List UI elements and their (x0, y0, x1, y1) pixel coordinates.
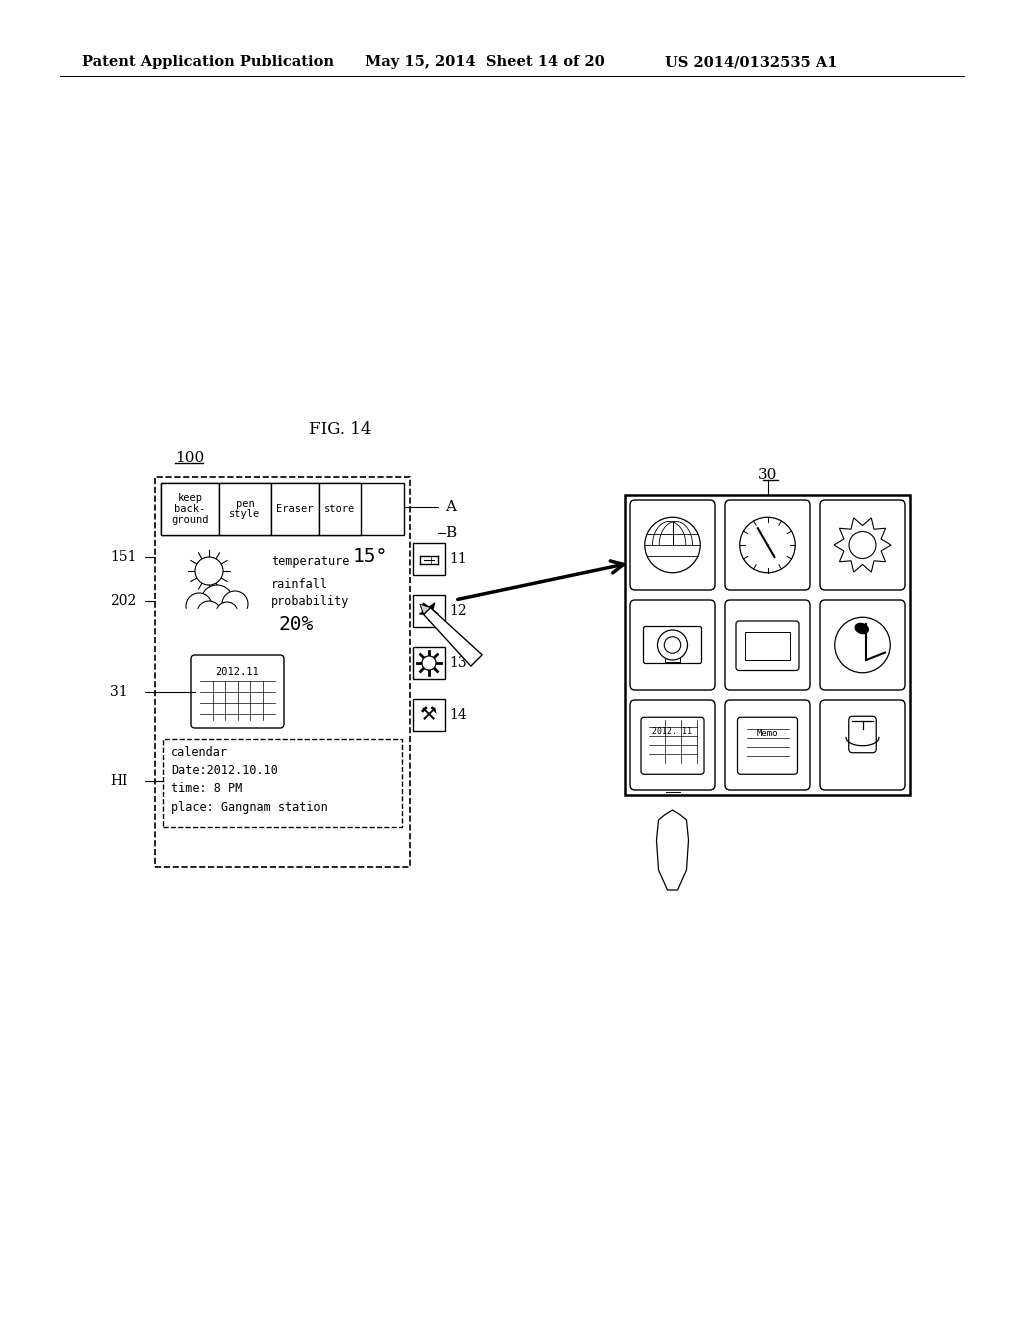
FancyBboxPatch shape (630, 700, 715, 789)
Ellipse shape (855, 623, 868, 634)
Text: 100: 100 (175, 451, 204, 465)
Text: US 2014/0132535 A1: US 2014/0132535 A1 (665, 55, 838, 69)
Bar (625, 495, 910, 795)
Text: Date:2012.10.10: Date:2012.10.10 (171, 764, 278, 777)
Circle shape (657, 630, 687, 660)
Text: 20%: 20% (279, 615, 314, 634)
Text: A: A (445, 500, 456, 513)
Text: Patent Application Publication: Patent Application Publication (82, 55, 334, 69)
Text: FIG. 14: FIG. 14 (309, 421, 372, 438)
Text: Memo: Memo (757, 729, 778, 738)
Text: 15°: 15° (353, 548, 388, 566)
FancyBboxPatch shape (849, 717, 877, 752)
Circle shape (422, 656, 436, 671)
Circle shape (739, 517, 796, 573)
Circle shape (849, 532, 876, 558)
FancyBboxPatch shape (820, 601, 905, 690)
Text: B: B (445, 525, 456, 540)
Circle shape (222, 591, 248, 616)
Polygon shape (656, 810, 688, 890)
Text: 11: 11 (449, 552, 467, 566)
Text: rainfall: rainfall (271, 578, 328, 590)
FancyBboxPatch shape (736, 620, 799, 671)
Bar (219, 483, 271, 535)
Text: temperature: temperature (271, 554, 349, 568)
Text: 2012. 11: 2012. 11 (652, 727, 692, 737)
Polygon shape (420, 605, 430, 614)
Text: keep
back-
ground: keep back- ground (171, 494, 209, 525)
Bar (163, 739, 402, 828)
FancyBboxPatch shape (820, 500, 905, 590)
FancyBboxPatch shape (725, 700, 810, 789)
Circle shape (197, 601, 221, 624)
Bar (665, 656, 680, 661)
Text: pen
style: pen style (229, 499, 261, 519)
Text: 12: 12 (449, 605, 467, 618)
Text: 202: 202 (110, 594, 136, 609)
Text: Eraser: Eraser (276, 504, 313, 513)
Polygon shape (834, 517, 891, 572)
FancyBboxPatch shape (641, 717, 705, 775)
Text: 13: 13 (449, 656, 467, 671)
Text: 30: 30 (758, 469, 777, 482)
Text: 31: 31 (664, 833, 681, 847)
Polygon shape (424, 607, 482, 667)
FancyBboxPatch shape (737, 717, 798, 775)
Circle shape (195, 557, 223, 585)
Bar (745, 631, 790, 660)
Circle shape (186, 593, 212, 619)
FancyBboxPatch shape (725, 500, 810, 590)
Text: HI: HI (110, 774, 127, 788)
FancyBboxPatch shape (191, 655, 284, 729)
Bar (413, 543, 445, 576)
FancyBboxPatch shape (725, 601, 810, 690)
Polygon shape (420, 603, 438, 620)
FancyBboxPatch shape (630, 500, 715, 590)
Circle shape (216, 602, 238, 624)
Circle shape (665, 636, 681, 653)
Bar (155, 477, 410, 867)
Text: 14: 14 (449, 708, 467, 722)
Bar (161, 483, 404, 535)
Text: probability: probability (271, 594, 349, 607)
Text: May 15, 2014  Sheet 14 of 20: May 15, 2014 Sheet 14 of 20 (365, 55, 605, 69)
Text: 31: 31 (110, 685, 128, 698)
Text: time: 8 PM: time: 8 PM (171, 783, 243, 796)
Bar (319, 483, 361, 535)
Circle shape (201, 585, 233, 616)
FancyBboxPatch shape (820, 700, 905, 789)
FancyBboxPatch shape (643, 627, 701, 664)
Text: store: store (325, 504, 355, 513)
Text: 2012.11: 2012.11 (216, 667, 259, 677)
Text: calendar: calendar (171, 747, 228, 759)
Text: 151: 151 (110, 550, 136, 564)
Bar (413, 700, 445, 731)
Text: place: Gangnam station: place: Gangnam station (171, 800, 328, 813)
Bar (413, 595, 445, 627)
Text: ⚒: ⚒ (420, 705, 437, 725)
Circle shape (645, 517, 700, 573)
FancyBboxPatch shape (630, 601, 715, 690)
Bar (161, 483, 219, 535)
Bar (271, 483, 319, 535)
Bar (413, 647, 445, 678)
Bar (182, 609, 254, 631)
Circle shape (422, 656, 436, 671)
